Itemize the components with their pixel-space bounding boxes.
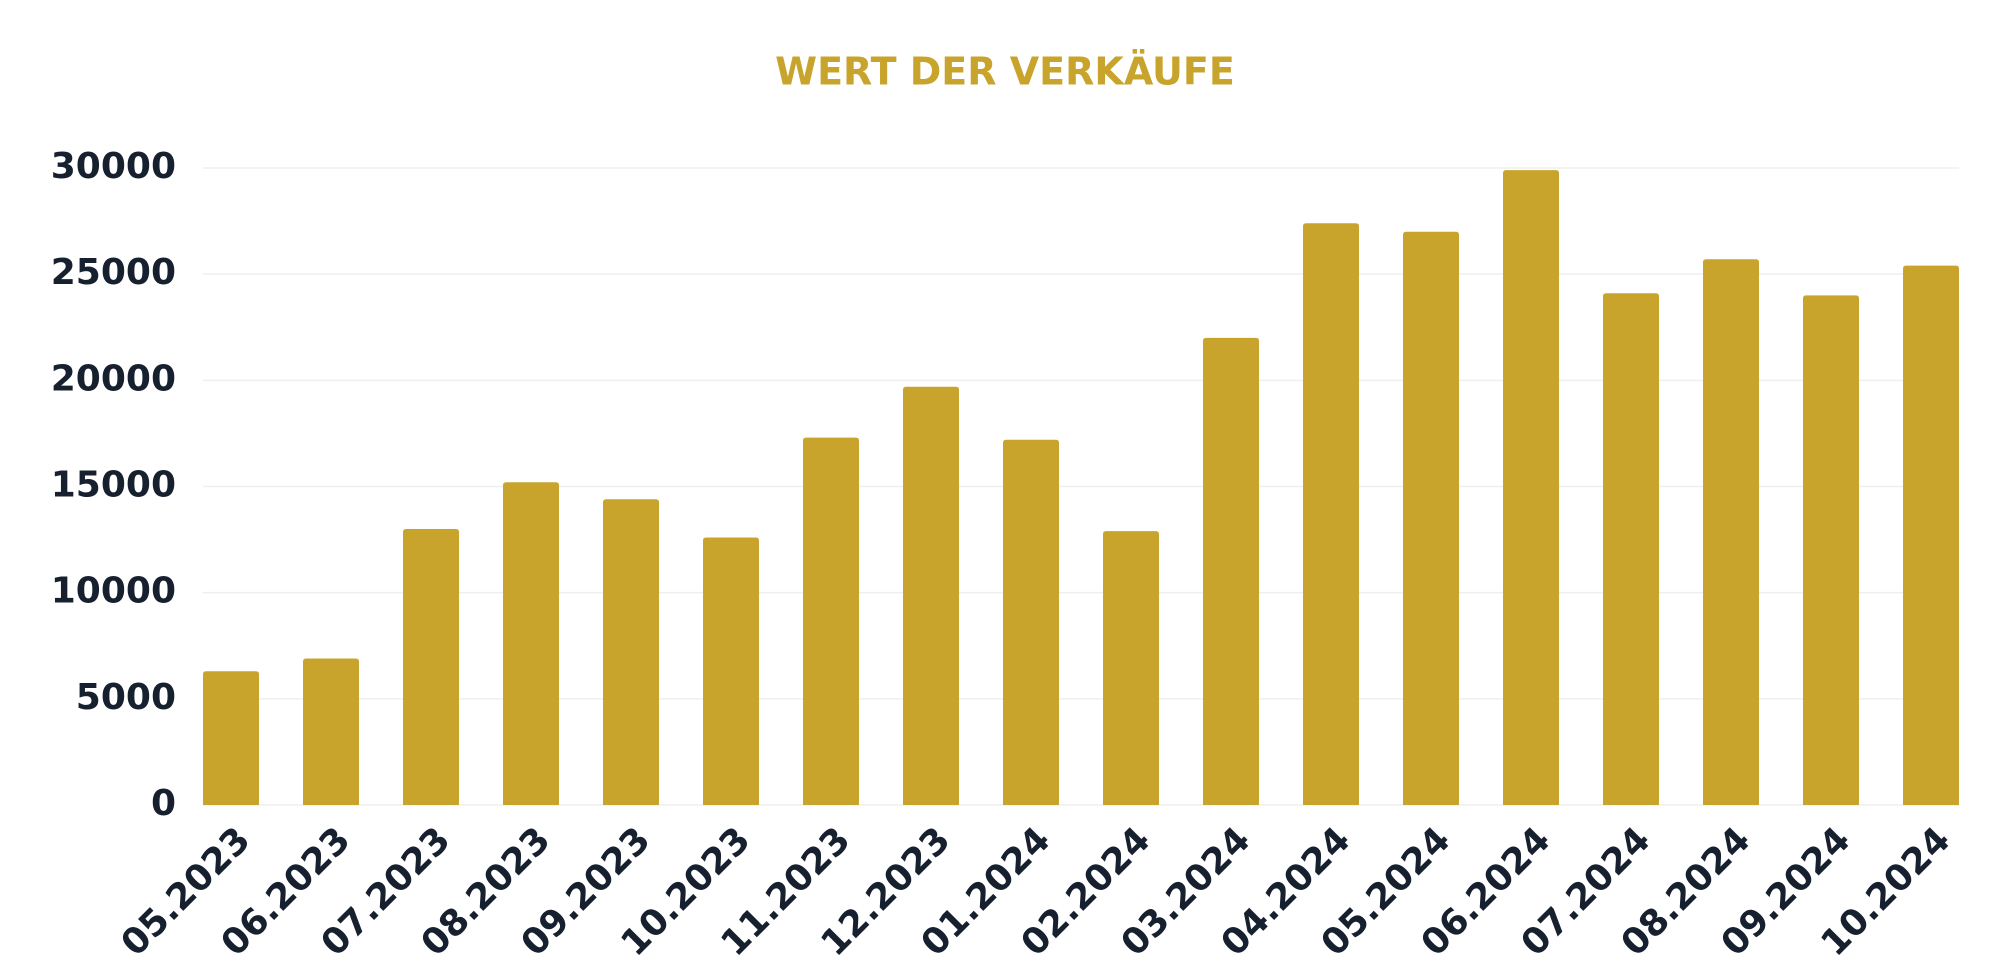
bar [303,658,359,805]
bar [1703,259,1759,805]
bar [1503,170,1559,805]
bar [1803,295,1859,805]
bar [1103,531,1159,805]
bar [1403,231,1459,805]
bar [903,386,959,805]
bar [503,482,559,805]
bar [403,528,459,805]
chart-title: WERT DER VERKÄUFE [775,50,1235,94]
bar [803,437,859,805]
bar [203,671,259,805]
bar [1903,265,1959,805]
bar [1203,337,1259,805]
bar [1303,223,1359,805]
y-tick-label: 10000 [51,571,176,612]
y-tick-label: 30000 [51,146,176,187]
y-tick-label: 5000 [76,677,176,718]
y-tick-label: 20000 [51,358,176,399]
bar [1003,439,1059,805]
y-tick-label: 25000 [51,252,176,293]
y-tick-label: 0 [151,783,176,824]
bar [1603,293,1659,805]
bar [703,537,759,805]
bar [603,499,659,805]
y-tick-label: 15000 [51,465,176,506]
